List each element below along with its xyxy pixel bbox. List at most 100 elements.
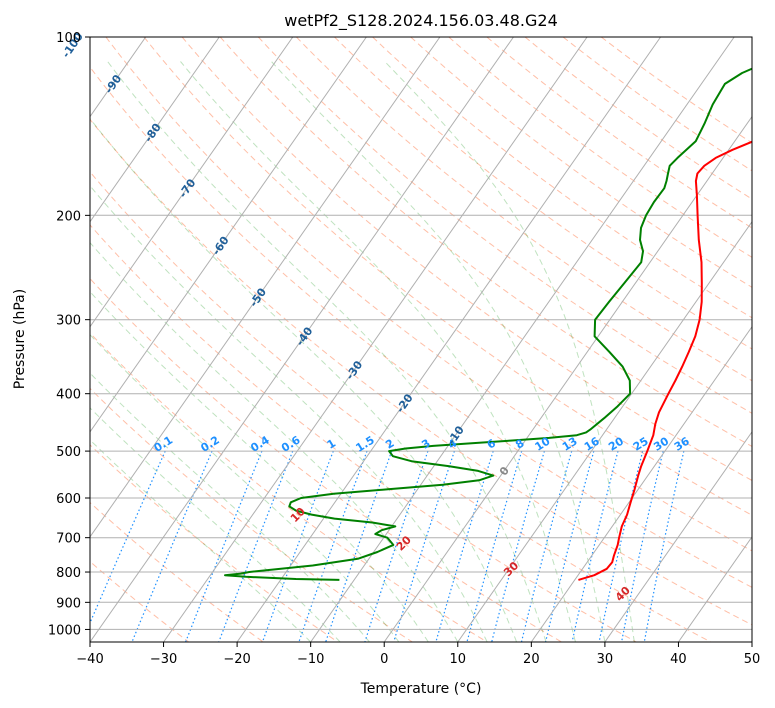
dry-adiabat <box>90 501 264 642</box>
dry-adiabat <box>410 37 752 288</box>
mixing-ratio-line <box>598 450 644 642</box>
plot-frame <box>89 36 753 643</box>
mixing-ratio-line <box>571 450 619 642</box>
moist-adiabat <box>90 407 341 642</box>
mixing-ratio-line <box>298 450 368 642</box>
y-tick-label: 1000 <box>48 623 81 638</box>
x-tick-label: 30 <box>597 652 614 667</box>
x-tick-label: 10 <box>450 652 467 667</box>
moist-adiabat <box>384 61 635 642</box>
background-lines <box>90 37 752 642</box>
moist-adiabat <box>90 290 429 642</box>
isotherm-line <box>383 115 752 642</box>
y-tick-label: 100 <box>56 31 81 46</box>
isotherm-line <box>90 37 367 433</box>
mixing-ratio-line <box>491 450 545 642</box>
isotherm-label: -90 <box>102 72 124 96</box>
mixing-ratio-line <box>466 450 523 642</box>
dry-adiabat <box>296 37 752 382</box>
line-labels: 0.1 0.2 0.4 0.6 1 1.5 2 3 4 6 8 10 13 16 20 25 30 36-100-… <box>59 30 692 604</box>
dry-adiabat <box>334 37 752 350</box>
dry-adiabat <box>486 37 752 229</box>
mixing-ratio-line <box>621 450 664 642</box>
moist-adiabat <box>90 185 488 642</box>
y-axis: 100 200 300 400 500 600 700 800 900 1000 <box>48 31 90 638</box>
y-tick-label: 700 <box>56 532 81 547</box>
y-tick-label: 900 <box>56 596 81 611</box>
dry-adiabat <box>90 118 752 626</box>
mixing-ratio-line <box>545 450 595 642</box>
dry-adiabat <box>90 224 637 642</box>
isotherm-line <box>457 220 752 642</box>
mixing-ratio-label: 6 <box>485 436 499 451</box>
y-tick-label: 200 <box>56 209 81 224</box>
dry-adiabat <box>143 37 752 516</box>
isotherm-line <box>90 37 294 328</box>
mixing-ratio-line <box>131 450 213 642</box>
isotherm-label: -70 <box>176 176 198 200</box>
dry-adiabat <box>90 332 488 642</box>
isotherm-line <box>90 37 514 642</box>
x-tick-label: 50 <box>744 652 761 667</box>
x-tick-label: 20 <box>523 652 540 667</box>
x-tick-label: −40 <box>76 652 103 667</box>
dry-adiabat <box>448 37 752 258</box>
dry-adiabat <box>105 37 752 552</box>
dry-adiabat <box>219 37 752 447</box>
dry-adiabat <box>257 37 752 414</box>
x-tick-label: −10 <box>297 652 324 667</box>
x-tick-label: 0 <box>380 652 388 667</box>
x-tick-label: −30 <box>150 652 177 667</box>
dry-adiabat <box>90 444 339 642</box>
isotherm-line <box>90 37 220 223</box>
isotherm-line <box>0 37 72 642</box>
isotherm-line <box>310 37 735 642</box>
dry-adiabat <box>90 66 752 588</box>
isotherm-label: -80 <box>142 121 164 145</box>
y-tick-label: 800 <box>56 566 81 581</box>
moist-adiabat <box>90 117 518 642</box>
x-axis-label: Temperature (°C) <box>360 681 482 697</box>
y-axis-label: Pressure (hPa) <box>12 289 28 389</box>
moist-adiabat <box>90 372 370 642</box>
dry-adiabat <box>600 37 752 144</box>
y-tick-label: 500 <box>56 445 81 460</box>
mixing-ratio-line <box>435 450 494 642</box>
dewpoint-profile <box>224 67 752 581</box>
isotherm-label: -40 <box>293 324 315 348</box>
y-tick-label: 600 <box>56 492 81 507</box>
isotherm-label: -30 <box>343 358 365 382</box>
moist-adiabat <box>271 61 606 642</box>
mixing-ratio-line <box>90 450 166 625</box>
moist-adiabat <box>107 61 547 642</box>
dry-adiabat <box>524 37 752 200</box>
temperature-profile <box>578 140 752 581</box>
isotherm-line <box>751 641 752 642</box>
moist-adiabat <box>180 61 576 642</box>
mixing-ratio-line <box>325 450 393 642</box>
isotherm-line <box>530 325 752 642</box>
moist-adiabat <box>90 241 459 642</box>
y-tick-label: 300 <box>56 314 81 329</box>
dry-adiabat <box>90 171 712 642</box>
mixing-ratio-line <box>364 450 429 642</box>
mixing-ratio-label: 1 <box>325 437 338 452</box>
isotherm-label: 0 <box>497 464 512 478</box>
dry-adiabat <box>562 37 752 172</box>
isotherm-line <box>236 37 662 642</box>
dry-adiabat <box>90 277 562 642</box>
x-axis: −40 −30 −20 −10 0 10 20 30 40 50 <box>76 642 760 667</box>
y-tick-label: 400 <box>56 388 81 403</box>
mixing-ratio-label: 1.5 <box>353 433 376 454</box>
mixing-ratio-line <box>185 450 263 642</box>
mixing-ratio-label: 3 <box>419 437 432 452</box>
grid <box>0 37 752 642</box>
mixing-ratio-line <box>520 450 573 642</box>
isotherm-line <box>677 535 752 642</box>
dry-adiabat <box>372 37 752 319</box>
isotherm-line <box>163 37 588 642</box>
dry-adiabat-label: 20 <box>394 533 414 553</box>
dry-adiabat <box>90 387 413 642</box>
chart-title: wetPf2_S128.2024.156.03.48.G24 <box>284 11 558 31</box>
isotherm-label: -20 <box>394 391 416 415</box>
